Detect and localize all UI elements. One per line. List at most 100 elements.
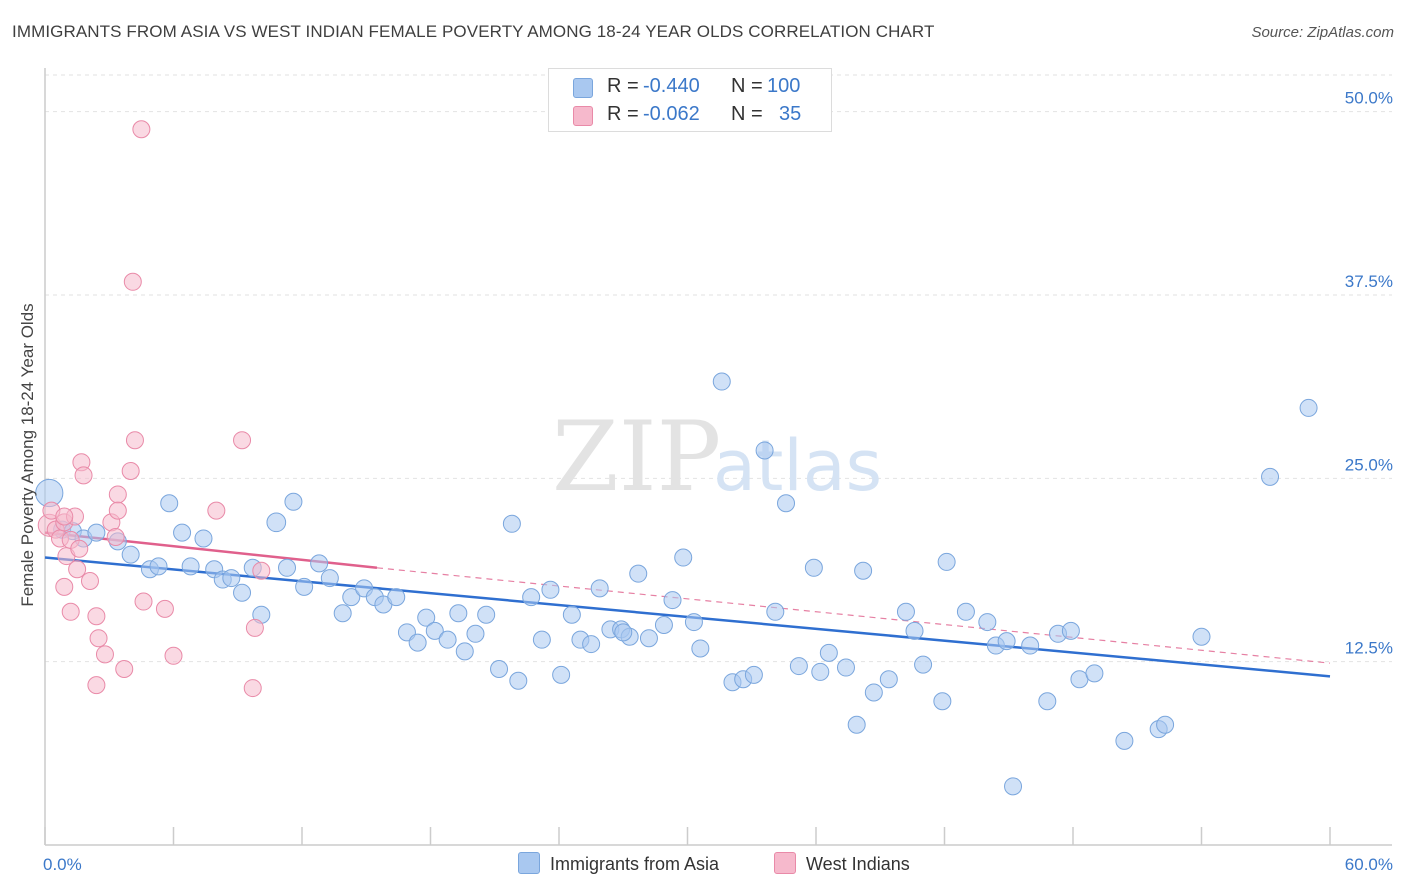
stats-swatch-west-indians (573, 106, 593, 126)
stats-r-label: R = (607, 103, 639, 125)
point-asia (455, 642, 474, 661)
point-west-indians (252, 561, 271, 580)
point-asia (522, 588, 541, 607)
point-asia (819, 643, 838, 662)
point-west-indians (68, 560, 87, 579)
legend-item-west-indians[interactable]: West Indians (774, 852, 910, 875)
point-asia (879, 670, 898, 689)
x-tick-label: 60.0% (1345, 855, 1393, 874)
point-asia (847, 715, 866, 734)
point-west-indians (121, 462, 140, 480)
legend-item-asia[interactable]: Immigrants from Asia (518, 852, 719, 875)
point-west-indians (55, 507, 74, 526)
point-asia (674, 548, 693, 567)
point-asia (181, 557, 200, 576)
point-asia (160, 494, 179, 513)
point-asia (438, 630, 457, 649)
legend-swatch-west-indians (774, 852, 796, 874)
legend-swatch-asia (518, 852, 540, 874)
point-asia (449, 604, 468, 623)
point-asia (1115, 731, 1134, 750)
point-asia (1061, 621, 1080, 640)
point-west-indians (74, 466, 93, 485)
legend-label-asia: Immigrants from Asia (550, 854, 720, 874)
point-asia (933, 692, 952, 711)
watermark: ZIP atlas (552, 401, 882, 513)
stats-n-value: 35 (779, 103, 802, 125)
point-asia (173, 523, 192, 542)
point-asia (629, 564, 648, 583)
point-asia (914, 655, 933, 674)
point-asia (836, 658, 855, 677)
point-asia (425, 621, 444, 640)
point-asia (466, 624, 485, 643)
watermark-zip: ZIP (552, 401, 721, 513)
point-west-indians (243, 679, 262, 698)
stats-box: R = -0.440 N = 100 R = -0.062 N = 35 (548, 68, 832, 132)
point-asia (905, 621, 924, 640)
point-asia (582, 635, 601, 654)
point-west-indians (164, 646, 183, 665)
y-axis-label-wrap: Female Poverty Among 18-24 Year Olds (16, 303, 40, 606)
point-asia (284, 492, 303, 511)
point-west-indians (106, 528, 125, 546)
point-asia (1038, 692, 1057, 711)
stats-n-value: 100 (767, 75, 801, 97)
point-asia (978, 613, 997, 632)
point-asia (552, 665, 571, 684)
point-west-indians (70, 539, 89, 558)
point-asia (233, 583, 252, 602)
point-west-indians (108, 485, 127, 504)
stats-r-value: -0.440 (643, 75, 700, 97)
point-west-indians (87, 607, 106, 626)
point-west-indians (123, 272, 142, 291)
point-asia (333, 604, 352, 623)
point-west-indians (55, 577, 74, 596)
point-asia (937, 552, 956, 571)
data-points (35, 120, 1318, 796)
y-tick-label: 37.5% (1345, 272, 1393, 291)
point-asia (663, 591, 682, 610)
point-west-indians (233, 431, 252, 450)
x-tick-label: 0.0% (43, 855, 82, 874)
axes (44, 68, 1392, 846)
point-asia (811, 662, 830, 681)
point-asia (222, 569, 241, 588)
point-asia (712, 372, 731, 391)
point-asia (562, 605, 581, 624)
point-asia (684, 613, 703, 632)
point-asia (342, 588, 361, 607)
point-asia (149, 557, 168, 576)
y-axis-label: Female Poverty Among 18-24 Year Olds (18, 303, 37, 607)
point-west-indians (245, 618, 264, 637)
point-asia (1004, 777, 1023, 796)
point-asia (997, 632, 1016, 651)
y-tick-label: 50.0% (1345, 89, 1393, 108)
point-asia (387, 588, 406, 607)
point-asia (590, 579, 609, 598)
point-asia (777, 494, 796, 513)
point-asia (477, 605, 496, 624)
trend-extension-west-indians (376, 567, 1331, 664)
stats-n-label: N = (731, 103, 763, 125)
point-asia (509, 671, 528, 690)
point-asia (804, 558, 823, 577)
point-west-indians (207, 501, 226, 520)
stats-row-west-indians: R = -0.062 N = 35 (549, 101, 831, 129)
point-asia (789, 657, 808, 676)
point-asia (417, 608, 436, 627)
point-west-indians (115, 660, 134, 678)
point-asia (295, 577, 314, 596)
point-asia (266, 512, 287, 533)
point-asia (755, 441, 774, 460)
point-asia (541, 580, 560, 599)
point-asia (278, 558, 297, 577)
point-west-indians (108, 501, 127, 520)
point-asia (854, 561, 873, 580)
point-asia (490, 660, 509, 678)
point-asia (1156, 715, 1175, 734)
stats-r-label: R = (607, 75, 639, 97)
point-asia (194, 529, 213, 548)
point-west-indians (87, 676, 106, 695)
point-asia (1192, 627, 1211, 646)
